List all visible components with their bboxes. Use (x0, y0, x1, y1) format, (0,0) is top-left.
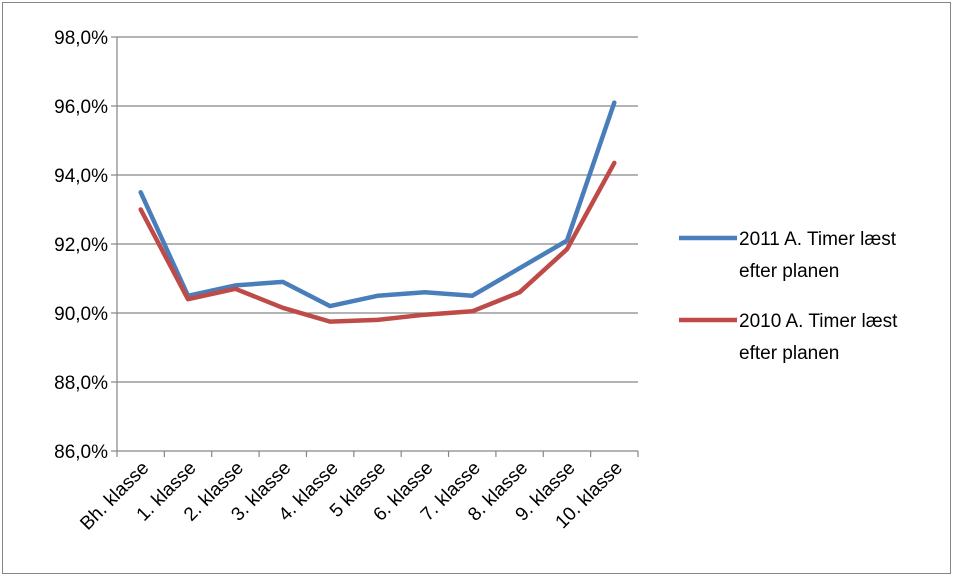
y-tick-label: 90,0% (54, 304, 108, 325)
legend-label-2011-line2: efter planen (739, 261, 839, 282)
legend-label-2010-line2: efter planen (739, 343, 839, 364)
series-line-2011 (138, 100, 617, 309)
legend-label-2011-line1: 2011 A. Timer læst (739, 229, 897, 250)
series-line-2010 (138, 160, 617, 324)
axes (116, 37, 639, 457)
y-tick-label: 98,0% (54, 28, 108, 49)
legend: 2011 A. Timer læst efter planen 2010 A. … (679, 229, 898, 364)
y-tick-label: 88,0% (54, 373, 108, 394)
y-tick-label: 94,0% (54, 166, 108, 187)
y-tick-label: 96,0% (54, 97, 108, 118)
legend-label-2010-line1: 2010 A. Timer læst (739, 311, 898, 332)
series-lines (138, 100, 617, 324)
x-tick-label: Bh. klasse (76, 458, 153, 535)
y-tick-label: 92,0% (54, 235, 108, 256)
y-tick-labels: 86,0% 88,0% 90,0% 92,0% 94,0% 96,0% 98,0% (54, 28, 108, 463)
y-tick-label: 86,0% (54, 442, 108, 463)
gridlines (111, 36, 638, 452)
